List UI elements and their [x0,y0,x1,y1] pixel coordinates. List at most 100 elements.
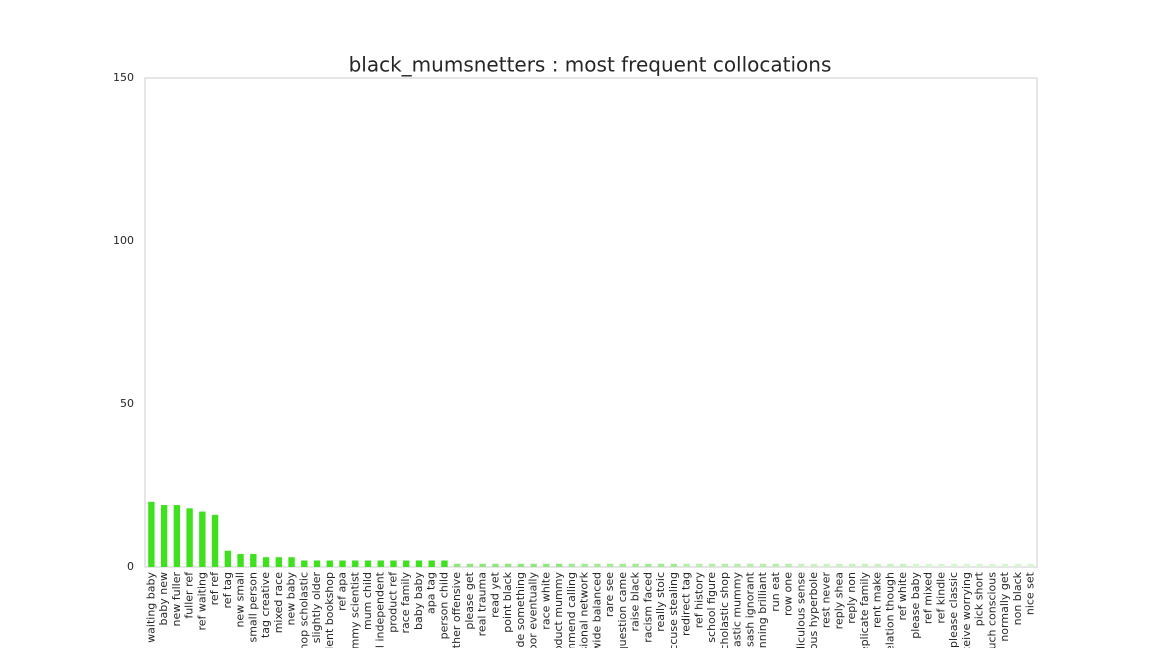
bar [670,563,678,567]
x-tick-label: ref mixed [922,572,935,624]
bar [874,563,881,567]
bar [301,560,308,567]
bar [772,563,779,567]
x-tick-label: sional network [578,571,591,648]
x-tick-label: waiting baby [144,572,157,643]
x-tick-label: reply shea [832,572,845,629]
y-tick-label: 50 [120,397,134,410]
x-tick-label: wide balanced [590,572,603,648]
bar [186,508,193,567]
bar [798,563,805,567]
bar [1001,563,1009,567]
bar [708,563,716,567]
x-tick-label: race family [399,572,412,634]
y-tick-label: 150 [113,71,134,84]
bar [224,550,232,567]
x-tick-label: redirect tag [680,572,693,636]
x-tick-label: new fuller [170,572,183,627]
x-tick-label: mixed race [272,572,285,634]
bar [836,563,843,567]
plot-frame [144,77,1038,568]
x-tick-label: point black [501,571,514,632]
x-tick-label: ceive worrying [960,572,973,648]
x-tick-label: baby new [157,572,170,625]
bar [849,563,856,567]
bar [823,563,830,567]
bar [288,557,295,567]
chart-title: black_mumsnetters : most frequent colloc… [349,53,832,77]
x-tick-label: slightly older [310,572,323,644]
x-tick-label: mum child [361,572,374,630]
bar [364,560,372,567]
x-tick-label: run eat [769,571,782,611]
x-tick-label: eplicate family [858,572,871,648]
x-tick-label: reply non [845,572,858,624]
bar [568,563,576,567]
x-tick-label: small person [246,572,259,643]
bar [963,563,971,567]
x-tick-label: new small [234,572,247,628]
x-tick-label: ref tag [221,572,234,608]
bar [734,563,741,567]
x-tick-label: please baby [909,572,922,639]
bar [173,505,181,567]
bar [683,563,690,567]
bar [632,563,639,567]
bar [530,563,537,567]
bar [199,511,206,567]
x-tick-label: new baby [285,572,298,626]
x-tick-label: nice set [1024,571,1037,615]
x-tick-label: question came [616,572,629,648]
x-tick-label: dent bookshop [323,572,336,648]
x-tick-label: elation though [883,572,896,648]
bar [504,563,512,567]
x-tick-label: olastic mummy [731,572,744,648]
bar [428,560,435,567]
bar [606,563,614,567]
x-tick-label: ref kindle [934,572,947,624]
bar [1014,563,1022,567]
bar [645,563,652,567]
x-tick-label: cholastic shop [718,572,731,648]
bar [160,505,168,567]
x-tick-label: fuller ref [183,571,196,619]
x-tick-label: rest never [820,572,833,629]
x-tick-label: school figure [705,572,718,643]
x-tick-label: apa tag [425,572,438,614]
x-tick-label: ref waiting [195,572,208,631]
bar [581,563,588,567]
x-tick-label: please get [463,571,476,629]
bar [925,563,932,567]
bar [900,563,907,567]
bar [466,563,474,567]
x-tick-label: ref ref [208,571,221,605]
bar [912,563,920,567]
bar [479,563,486,567]
x-tick-label: rare see [603,572,616,617]
x-tick-label: ummy scientist [348,571,361,648]
bar [555,563,563,567]
bar [747,563,754,567]
x-tick-label: al independent [374,571,387,648]
x-tick-label: ade something [514,572,527,648]
x-tick-label: normally get [998,571,1011,641]
x-tick-label: race white [539,572,552,630]
x-tick-label: mmend calling [565,572,578,648]
x-tick-label: diculous sense [794,572,807,648]
bar [262,557,270,567]
bar [390,560,397,567]
x-tick-label: sash ignorant [743,571,756,647]
x-tick-label: product ref [386,571,399,633]
bar [759,563,767,567]
x-tick-label: read yet [488,571,501,618]
x-tick-label: row one [782,572,795,616]
bar [696,563,703,567]
bar [326,560,333,567]
x-tick-label: hop scholastic [297,572,310,648]
bar [377,560,384,567]
x-tick-label: ather offensive [450,572,463,648]
x-tick-label: please classic [947,572,960,648]
bar [415,560,423,567]
